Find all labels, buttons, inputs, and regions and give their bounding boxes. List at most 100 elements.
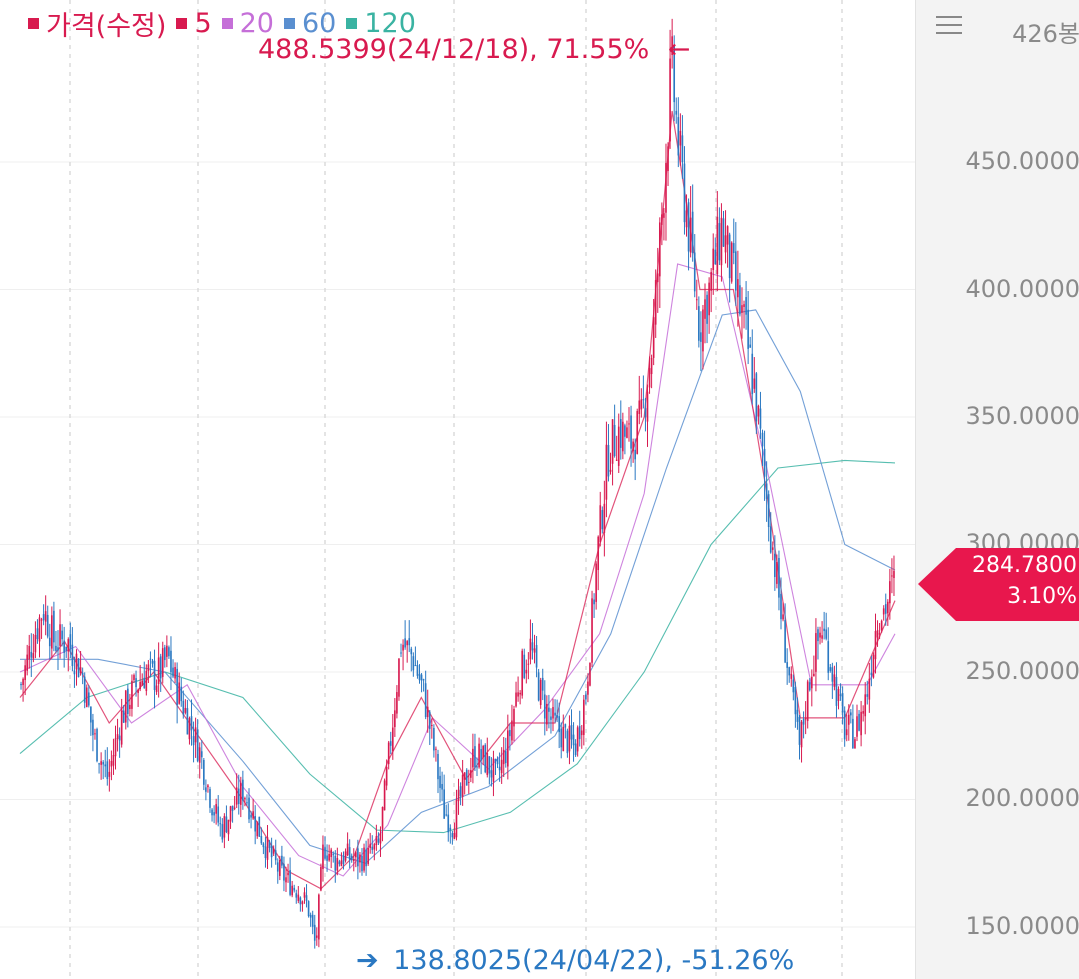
candle-body — [576, 727, 579, 752]
candle-body — [32, 653, 35, 659]
candle — [517, 676, 519, 702]
candle-body — [120, 710, 123, 745]
legend-item-ma120[interactable]: 120 — [346, 8, 416, 39]
legend-item-ma60[interactable]: 60 — [283, 8, 336, 39]
candle-body — [632, 441, 634, 452]
candle-body — [344, 851, 347, 861]
candle-body — [387, 742, 390, 765]
candle-body — [833, 674, 836, 687]
candle — [250, 811, 252, 829]
legend-item-price[interactable]: 가격(수정) — [28, 4, 166, 43]
candle-body — [24, 665, 26, 681]
candle-body — [100, 761, 102, 765]
ma-5-line — [19, 110, 896, 890]
chart-area[interactable]: 가격(수정) 5 20 60 120 488.5399(24/12/18), 7… — [0, 0, 915, 979]
candle-body — [472, 748, 474, 768]
candle-body — [174, 667, 176, 679]
candle-body — [371, 846, 374, 850]
candle — [546, 695, 548, 732]
candle-body — [297, 894, 300, 901]
candle — [880, 619, 883, 633]
candle-body — [706, 294, 708, 324]
candle-body — [53, 610, 55, 643]
candle — [166, 635, 168, 668]
menu-icon[interactable] — [936, 16, 962, 36]
current-price-flag: 284.7800 3.10% — [918, 548, 1079, 621]
candle-body — [155, 685, 158, 692]
candle — [593, 593, 595, 618]
candle-body — [332, 854, 335, 856]
candle — [418, 664, 421, 684]
candle-body — [827, 641, 830, 673]
candle-body — [638, 400, 641, 414]
candle — [322, 835, 324, 882]
candle-body — [276, 862, 279, 872]
candle — [377, 832, 380, 846]
candle — [219, 816, 222, 837]
candle — [186, 699, 189, 735]
candle — [626, 420, 628, 439]
candle-body — [129, 704, 131, 710]
candle — [371, 835, 374, 854]
candles — [20, 18, 895, 949]
candle — [149, 651, 152, 678]
candle — [231, 805, 234, 823]
candle — [673, 35, 676, 122]
candle — [656, 247, 659, 313]
candle — [124, 689, 127, 730]
candle — [500, 747, 503, 784]
candle-body — [607, 445, 610, 477]
candle-body — [102, 762, 105, 765]
legend-item-ma5[interactable]: 5 — [176, 8, 212, 39]
candle — [71, 627, 74, 672]
candle — [648, 356, 651, 394]
candle — [256, 821, 259, 839]
candle-body — [75, 653, 78, 670]
candle — [847, 704, 850, 741]
candle — [53, 601, 55, 652]
candle — [585, 690, 587, 705]
candle-body — [889, 581, 891, 604]
candle — [313, 914, 316, 949]
candle — [244, 796, 246, 807]
candle-body — [318, 894, 320, 940]
candle-body — [307, 901, 310, 917]
candle — [724, 210, 727, 264]
candle-body — [560, 728, 563, 748]
candle — [102, 760, 105, 780]
candle — [402, 639, 404, 671]
candle-body — [163, 647, 166, 661]
candle-body — [821, 635, 823, 639]
candle — [227, 819, 230, 841]
candle — [642, 375, 645, 409]
candle-body — [839, 694, 842, 696]
candle-body — [244, 798, 246, 800]
legend-swatch — [221, 18, 233, 29]
candle — [687, 198, 690, 271]
candle — [868, 662, 871, 713]
candle — [258, 816, 261, 837]
price-chart[interactable] — [0, 0, 915, 979]
candle-body — [642, 399, 645, 401]
candle-body — [147, 664, 150, 672]
candle — [221, 818, 224, 843]
candle-body — [825, 629, 828, 639]
candle-body — [806, 681, 809, 722]
candle — [408, 620, 411, 653]
candle — [562, 714, 565, 752]
candle — [710, 268, 712, 313]
candle — [663, 208, 665, 241]
candle — [763, 430, 766, 501]
candle — [211, 808, 213, 822]
candle-body — [615, 459, 618, 461]
candle — [254, 805, 257, 845]
candle-body — [246, 802, 248, 804]
legend-item-ma20[interactable]: 20 — [221, 8, 274, 39]
candle-body — [480, 749, 482, 761]
candle-count[interactable]: 426봉 — [1012, 20, 1079, 48]
candle-body — [274, 850, 277, 861]
candle — [632, 438, 634, 463]
candle — [383, 778, 386, 811]
candle-body — [311, 914, 314, 927]
candle-body — [751, 353, 754, 395]
